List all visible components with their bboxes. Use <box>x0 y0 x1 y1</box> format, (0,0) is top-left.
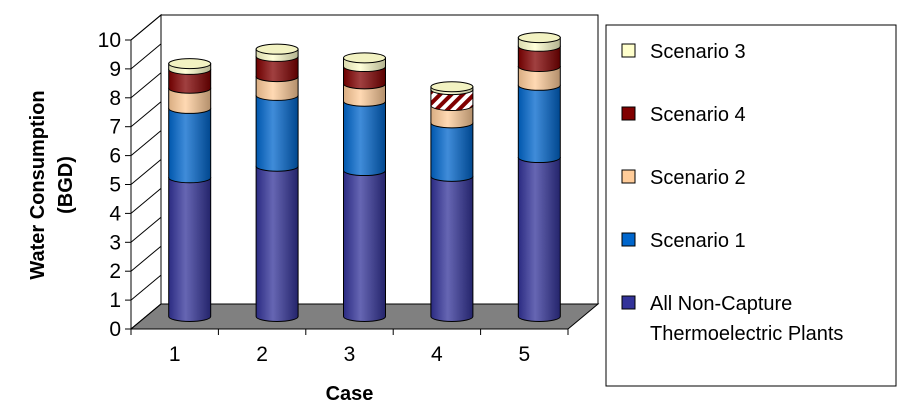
legend-swatch <box>621 106 636 121</box>
y-tick-diag <box>130 14 162 41</box>
bar-segment-scenario-2 <box>168 87 212 114</box>
legend: Scenario 3 Scenario 4 Scenario 2 Scenario 1… <box>605 24 897 387</box>
y-tick-diag <box>130 188 162 214</box>
legend-label: Scenario 1 <box>650 230 746 252</box>
bar-segment-scenario-1 <box>255 94 299 172</box>
bar-segment-scenario-4 <box>255 55 299 83</box>
bar-cap <box>430 81 474 93</box>
bar-segment-scenario-2 <box>255 76 299 101</box>
legend-label: Scenario 4 <box>650 104 746 126</box>
y-tick-label: 9 <box>109 58 121 81</box>
y-tick-diag <box>130 130 162 156</box>
bar-stack <box>430 81 474 322</box>
axis-titles: Case Water Consumption (BGD) <box>27 90 373 405</box>
y-tick-diag <box>130 216 162 243</box>
bar-cap <box>255 43 299 55</box>
y-tick-label: 5 <box>109 174 121 197</box>
y-tick-diag <box>130 303 162 330</box>
x-axis: 1 2 3 4 5 <box>130 328 569 366</box>
bar-segment-scenario-1 <box>343 100 386 177</box>
bar-stack <box>168 58 212 322</box>
x-axis-title: Case <box>326 383 374 405</box>
y-tick-diag <box>130 245 162 272</box>
legend-label-line: Scenario 2 <box>650 167 746 189</box>
bar-cap <box>517 32 561 44</box>
y-tick-label: 3 <box>109 231 121 254</box>
y-tick-label: 4 <box>109 202 121 225</box>
y-axis-title-line: Water Consumption <box>27 90 49 279</box>
x-tick-label: 4 <box>431 343 443 366</box>
bar-segment-all-non-capture-thermoelectric-plants <box>517 157 561 322</box>
bars <box>168 32 561 322</box>
bar-segment-scenario-4 <box>168 68 212 94</box>
legend-swatch <box>621 232 636 247</box>
x-tick-label: 5 <box>518 343 530 366</box>
legend-swatch <box>621 43 636 58</box>
legend-label-line: All Non-Capture <box>650 293 792 315</box>
bar-segment-scenario-4 <box>343 66 386 90</box>
bar-stack <box>343 52 386 322</box>
bar-segment-all-non-capture-thermoelectric-plants <box>168 177 212 322</box>
bar-segment-scenario-1 <box>430 122 474 182</box>
legend-swatch <box>621 169 636 184</box>
legend-label-line: Thermoelectric Plants <box>650 323 843 345</box>
x-tick-label: 1 <box>169 343 181 366</box>
bar-segment-all-non-capture-thermoelectric-plants <box>255 165 299 322</box>
bar-segment-scenario-2 <box>430 105 474 129</box>
y-tick-diag <box>130 159 162 185</box>
y-axis: 0 1 2 3 4 5 6 7 8 9 10 <box>98 14 162 341</box>
legend-label-line: Scenario 1 <box>650 230 746 252</box>
legend-label-line: Scenario 3 <box>650 41 746 63</box>
bar-segment-all-non-capture-thermoelectric-plants <box>430 175 474 322</box>
bar-segment-scenario-1 <box>168 107 212 184</box>
bar-cap <box>343 52 386 64</box>
y-tick-label: 1 <box>109 289 121 312</box>
y-tick-diag <box>130 274 162 301</box>
y-tick-diag <box>130 43 162 70</box>
bar-segment-scenario-4 <box>430 89 474 112</box>
legend-label: Scenario 3 <box>650 41 746 63</box>
legend-swatch <box>621 295 636 310</box>
legend-box <box>605 24 897 387</box>
legend-label: All Non-Capture Thermoelectric Plants <box>650 293 843 345</box>
bar-stack <box>255 43 299 322</box>
bar-cap <box>168 58 212 70</box>
x-tick-label: 3 <box>344 343 356 366</box>
legend-label: Scenario 2 <box>650 167 746 189</box>
bar-segment-all-non-capture-thermoelectric-plants <box>343 170 386 322</box>
y-tick-label: 6 <box>109 145 121 168</box>
bar-segment-scenario-1 <box>517 84 561 164</box>
y-tick-label: 2 <box>109 260 121 283</box>
y-tick-label: 0 <box>109 318 121 341</box>
bar-stack <box>517 32 561 322</box>
y-tick-diag <box>130 101 162 128</box>
y-tick-label: 10 <box>98 29 121 52</box>
y-tick-label: 7 <box>109 116 121 139</box>
y-axis-title-line: (BGD) <box>55 156 77 214</box>
bar-segment-scenario-4 <box>517 45 561 73</box>
bar-segment-scenario-2 <box>517 66 561 91</box>
y-tick-diag <box>130 72 162 99</box>
x-tick-label: 2 <box>256 343 268 366</box>
legend-label-line: Scenario 4 <box>650 104 746 126</box>
y-axis-title: Water Consumption (BGD) <box>27 90 77 279</box>
bar-segment-scenario-2 <box>343 83 386 107</box>
y-tick-label: 8 <box>109 87 121 110</box>
